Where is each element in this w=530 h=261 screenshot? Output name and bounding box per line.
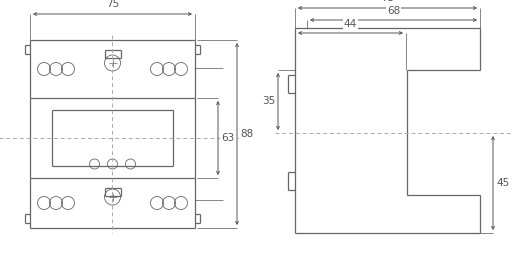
Text: 75: 75 <box>106 0 119 9</box>
Text: 44: 44 <box>344 19 357 29</box>
Text: 88: 88 <box>240 129 253 139</box>
Text: 63: 63 <box>221 133 234 143</box>
Text: 73: 73 <box>381 0 394 3</box>
Text: 68: 68 <box>387 6 400 16</box>
Text: 35: 35 <box>262 97 275 106</box>
Text: 45: 45 <box>496 178 509 188</box>
